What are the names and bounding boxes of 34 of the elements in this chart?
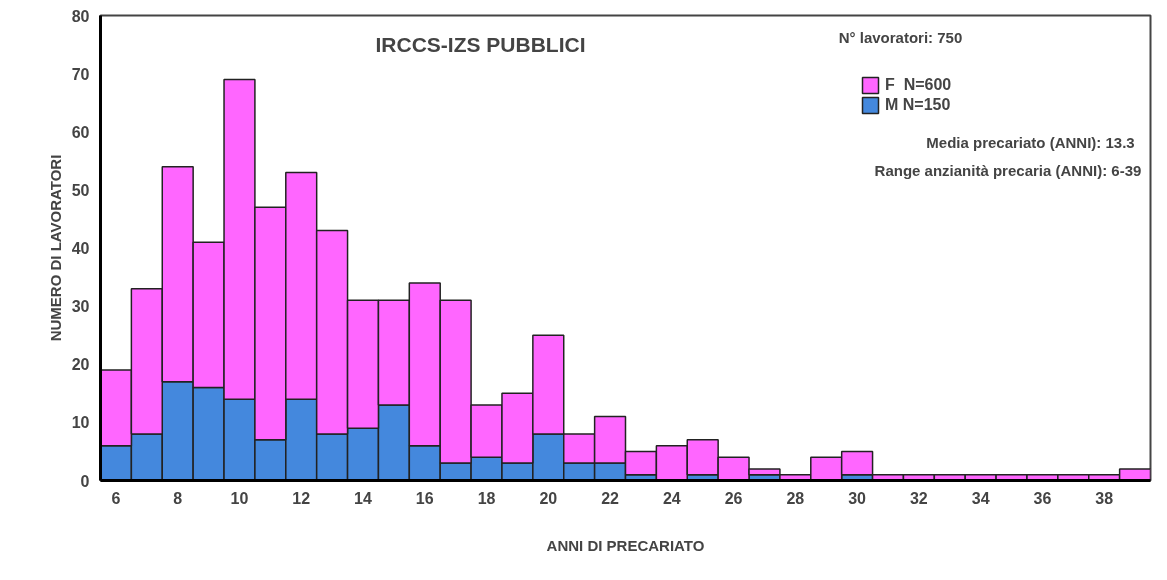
x-tick-label: 28 bbox=[786, 489, 805, 507]
x-tick-label: 10 bbox=[230, 489, 249, 507]
text: IRCCS-IZS PUBBLICI bbox=[375, 32, 586, 56]
y-tick-label: 70 bbox=[71, 65, 90, 83]
y-tick-label: 80 bbox=[71, 7, 90, 25]
legend-label: M N=150 bbox=[885, 96, 951, 114]
y-tick-label: 30 bbox=[71, 298, 90, 316]
x-tick-label: 18 bbox=[477, 489, 496, 507]
x-tick-label: 8 bbox=[173, 489, 183, 507]
annotation: Range anzianità precaria (ANNI): 6-39 bbox=[874, 161, 1142, 179]
annotation: N° lavoratori: 750 bbox=[838, 28, 963, 46]
y-tick-label: 60 bbox=[71, 123, 90, 141]
y-tick-label: 50 bbox=[71, 181, 90, 199]
x-tick-label: 24 bbox=[662, 489, 681, 507]
x-tick-label: 14 bbox=[354, 489, 372, 507]
y-tick-label: 10 bbox=[71, 414, 90, 432]
x-tick-label: 32 bbox=[909, 489, 928, 507]
x-tick-label: 34 bbox=[971, 489, 990, 507]
x-tick-label: 22 bbox=[601, 489, 620, 507]
x-tick-label: 26 bbox=[724, 489, 743, 507]
x-tick-label: 20 bbox=[539, 489, 558, 507]
x-tick-label: 12 bbox=[292, 489, 311, 507]
x-tick-label: 6 bbox=[111, 489, 121, 507]
x-tick-label: 36 bbox=[1033, 489, 1052, 507]
y-axis-title: NUMERO DI LAVORATORI bbox=[46, 154, 64, 342]
y-tick-label: 20 bbox=[71, 356, 90, 374]
y-tick-label: 0 bbox=[80, 472, 90, 490]
annotation: Media precariato (ANNI): 13.3 bbox=[926, 133, 1135, 151]
x-tick-label: 16 bbox=[415, 489, 434, 507]
y-tick-label: 40 bbox=[71, 240, 90, 257]
x-tick-label: 30 bbox=[848, 489, 867, 507]
x-axis-title: ANNI DI PRECARIATO bbox=[546, 536, 705, 554]
legend-label: F N=600 bbox=[885, 76, 952, 94]
x-tick-label: 38 bbox=[1095, 489, 1114, 507]
